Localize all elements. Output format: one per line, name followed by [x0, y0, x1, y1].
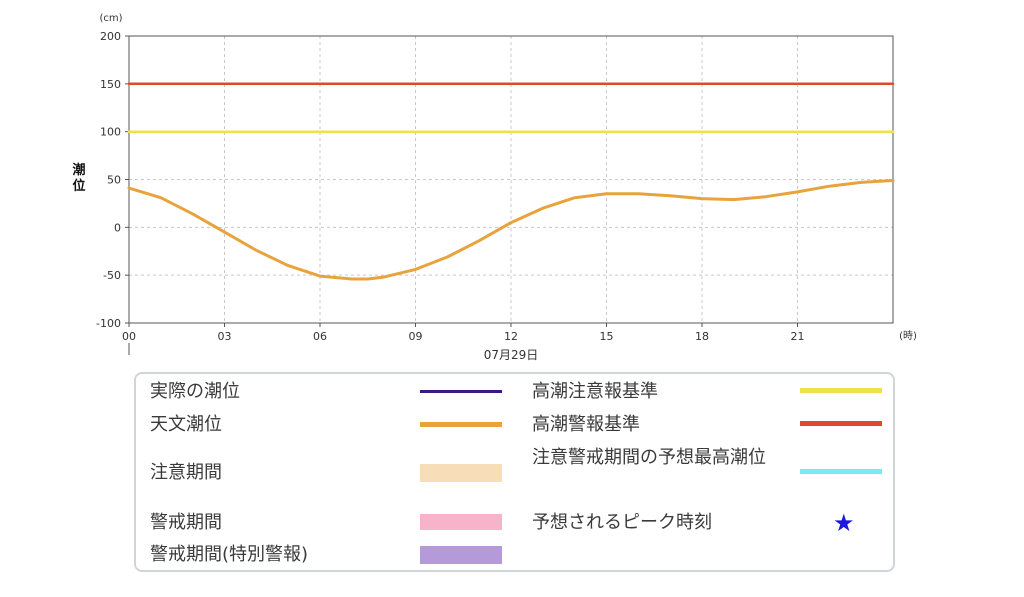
legend: 実際の潮位 天文潮位 注意期間 警戒期間 警戒期間(特別警報) 高潮注意報基準 … [134, 372, 895, 572]
legend-swatch-storm-advisory [800, 388, 882, 393]
x-tick-label: 00 [122, 330, 136, 343]
x-tick-label: 12 [504, 330, 518, 343]
legend-label-peak-time: 予想されるピーク時刻 [532, 512, 712, 533]
y-tick-label: 200 [100, 30, 121, 43]
legend-label-caution-period: 注意期間 [150, 462, 222, 483]
date-label: 07月29日 [484, 348, 539, 362]
y-tick-label: 0 [114, 221, 121, 234]
legend-swatch-forecast-max [800, 469, 882, 474]
y-tick-label: 50 [107, 174, 121, 187]
y-tick-label: -100 [96, 317, 121, 330]
legend-swatch-warning-period [420, 514, 502, 530]
legend-swatch-actual [420, 390, 502, 393]
legend-swatch-special-warning-period [420, 546, 502, 564]
x-tick-label: 06 [313, 330, 327, 343]
x-tick-label: 18 [695, 330, 709, 343]
legend-label-storm-advisory: 高潮注意報基準 [532, 381, 658, 402]
legend-swatch-astronomical [420, 422, 502, 427]
x-tick-label: 09 [409, 330, 423, 343]
legend-label-actual: 実際の潮位 [150, 381, 240, 402]
legend-label-astronomical: 天文潮位 [150, 414, 222, 435]
legend-swatch-storm-warning [800, 421, 882, 426]
legend-swatch-caution-period [420, 464, 502, 482]
star-icon: ★ [833, 509, 855, 537]
y-tick-label: -50 [103, 269, 121, 282]
y-tick-label: 100 [100, 126, 121, 139]
legend-label-storm-warning: 高潮警報基準 [532, 414, 640, 435]
tide-chart: -100 -50 0 50 100 150 200 00 03 06 09 12 15 18 21 (cm) (… [72, 13, 917, 362]
x-unit-label: (時) [899, 330, 917, 342]
legend-label-warning-period: 警戒期間 [150, 512, 222, 533]
x-tick-label: 03 [218, 330, 232, 343]
legend-label-forecast-max: 注意警戒期間の予想最高潮位 [532, 447, 766, 468]
x-tick-label: 21 [791, 330, 805, 343]
y-unit-label: (cm) [99, 13, 122, 24]
y-axis-label: 潮位 [72, 163, 86, 194]
legend-label-special-warning-period: 警戒期間(特別警報) [150, 544, 309, 565]
x-tick-label: 15 [600, 330, 614, 343]
series-line [127, 179, 895, 281]
y-tick-label: 150 [100, 78, 121, 91]
chart-svg: -100 -50 0 50 100 150 200 00 03 06 09 12 15 18 21 (cm) (… [96, 13, 917, 362]
